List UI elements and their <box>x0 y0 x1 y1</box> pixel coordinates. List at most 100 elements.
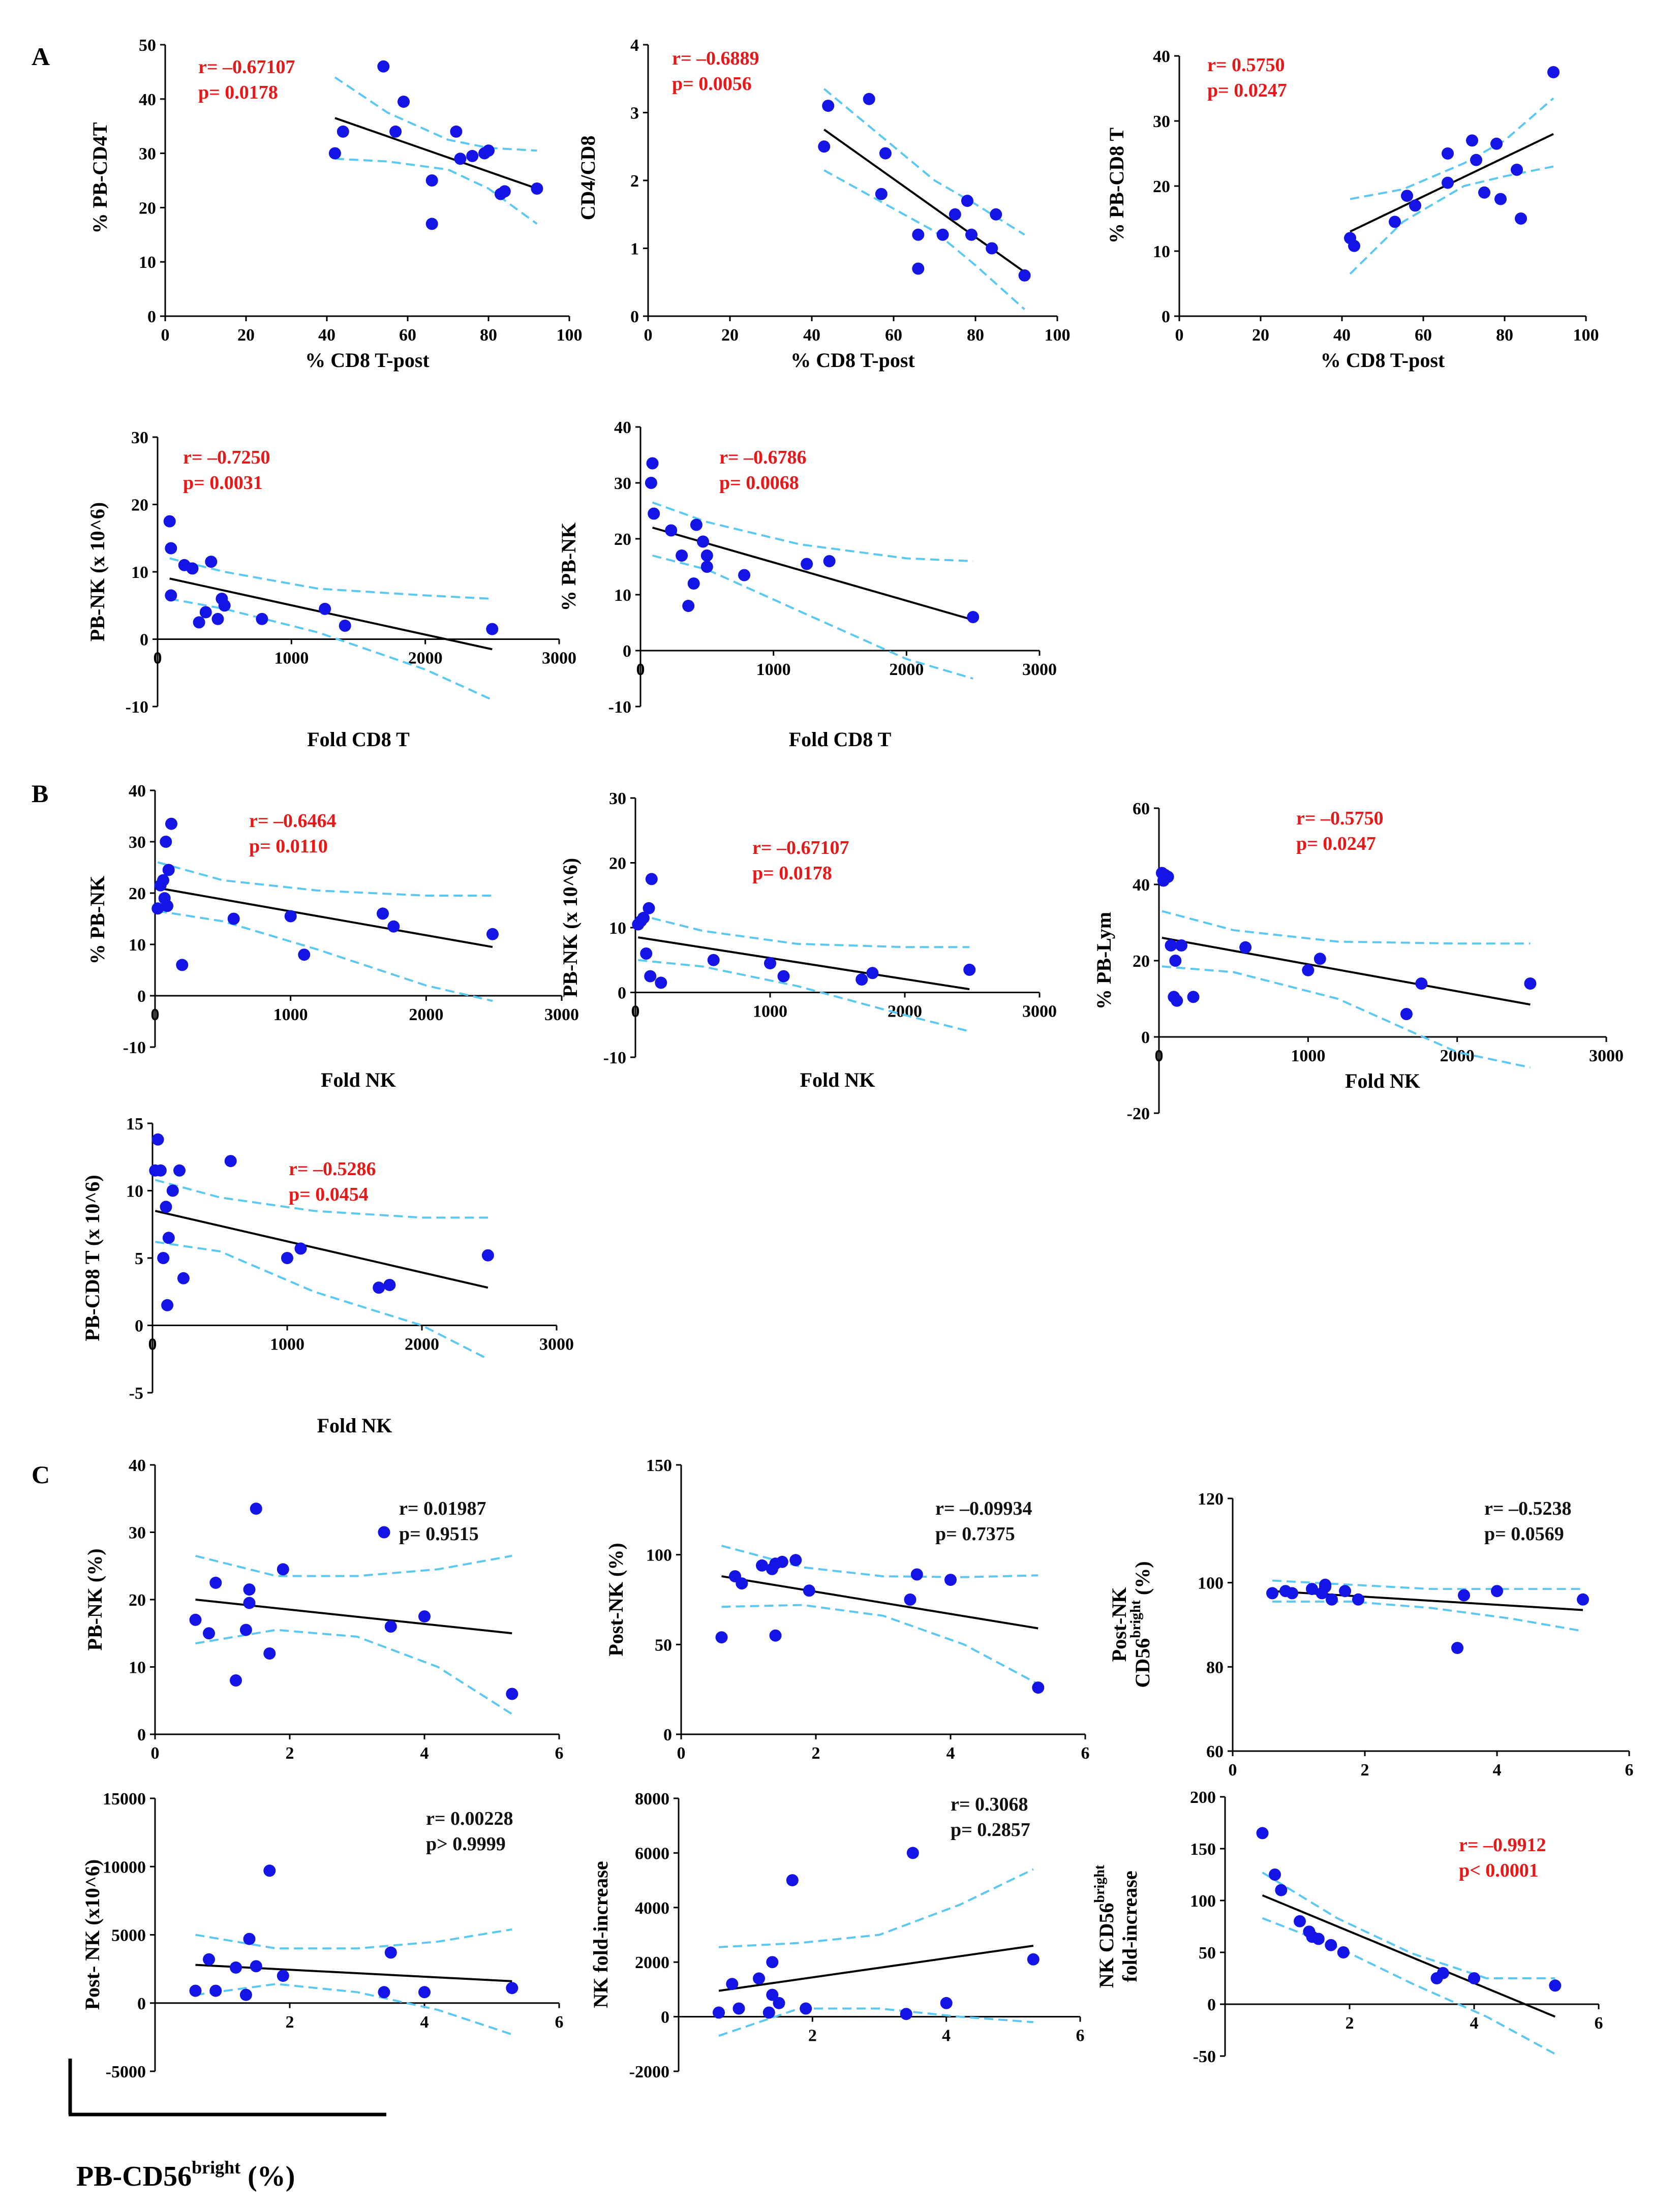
data-point <box>967 611 980 623</box>
stat-r: r= 0.5750 <box>1207 54 1285 76</box>
y-tick-label: 2000 <box>635 1953 669 1972</box>
x-tick-label: 6 <box>1595 2014 1603 2033</box>
y-tick-label: 30 <box>609 789 626 808</box>
y-tick-label: -5000 <box>106 2063 146 2081</box>
y-axis-label: % PB-CD4T <box>88 122 111 233</box>
data-point <box>1325 1939 1337 1951</box>
data-point <box>377 60 390 73</box>
x-axis-label: Fold NK <box>1345 1069 1420 1092</box>
y-tick-label: 0 <box>630 308 639 326</box>
chart-c5: -2000 0 2000 4000 6000 8000 2 4 6 r= 0.3068 p= 0.2… <box>589 1790 1085 2081</box>
x-tick-label: 0 <box>154 649 162 668</box>
y-tick-label: 20 <box>1153 177 1170 196</box>
data-point <box>1275 1884 1288 1896</box>
x-tick-label: 0 <box>631 1002 640 1021</box>
y-tick-label: 10 <box>126 1182 143 1201</box>
y-tick-label: 30 <box>129 833 146 852</box>
y-tick-label: 60 <box>1206 1742 1224 1761</box>
y-axis-label-line2: fold-increase <box>1118 1871 1141 1982</box>
x-axis-label: % CD8 T-post <box>1321 349 1445 372</box>
data-point <box>756 1559 768 1572</box>
stat-p: p< 0.0001 <box>1459 1860 1539 1881</box>
x-tick-label: 80 <box>480 326 497 345</box>
data-point <box>398 96 410 108</box>
ci-upper-band <box>718 1868 1034 1948</box>
x-tick-label: 4 <box>1493 1761 1502 1780</box>
ci-lower-band <box>718 2007 1033 2037</box>
y-tick-label: 20 <box>129 1591 146 1610</box>
data-point <box>875 188 888 200</box>
data-point <box>154 1164 167 1177</box>
stat-r: r= –0.9912 <box>1459 1834 1546 1856</box>
data-point <box>263 1647 276 1660</box>
data-point <box>1348 239 1360 252</box>
y-axis-label: Post-NK (%) <box>604 1543 627 1656</box>
y-axis-label: % PB-NK <box>557 523 580 611</box>
data-point <box>961 195 973 207</box>
y-tick-label: 8000 <box>635 1790 669 1809</box>
data-point <box>715 1631 728 1644</box>
data-point <box>1319 1578 1331 1591</box>
y-axis-label: PB-NK (%) <box>83 1548 106 1650</box>
data-point <box>648 507 660 520</box>
x-tick-label: 2 <box>808 2027 817 2045</box>
ci-upper-band <box>721 1545 1038 1578</box>
data-point <box>389 125 402 138</box>
x-tick-label: 0 <box>151 1005 160 1024</box>
chart-c2: 0 50 100 150 0 2 4 6 r= –0.09934 p= 0.7375 Post-NK… <box>604 1456 1090 1763</box>
ci-upper-band <box>155 1179 488 1219</box>
y-axis-label-text: Post-NK (%) <box>604 1543 627 1656</box>
data-point <box>963 963 976 976</box>
data-point <box>786 1874 799 1887</box>
stat-r: r= 0.3068 <box>951 1794 1028 1815</box>
ci-upper-band <box>1162 910 1531 945</box>
x-tick-label: 6 <box>555 2013 564 2032</box>
data-point <box>665 524 678 537</box>
x-tick-label: 20 <box>237 326 255 345</box>
y-tick-label: 5000 <box>111 1926 146 1945</box>
regression-line <box>334 117 538 190</box>
x-tick-label: 0 <box>161 326 170 345</box>
y-axis-label-text: PB-NK (%) <box>83 1548 106 1650</box>
x-tick-label: 3000 <box>1589 1047 1624 1065</box>
stat-r: r= –0.6889 <box>672 48 759 69</box>
ci-upper-band <box>169 557 493 600</box>
data-point <box>383 1279 396 1291</box>
data-point <box>646 457 659 470</box>
x-tick-label: 0 <box>151 1744 160 1763</box>
data-point <box>243 1597 256 1609</box>
data-point <box>193 616 205 629</box>
data-point <box>209 1576 222 1589</box>
data-point <box>700 561 713 573</box>
ci-upper-band <box>1272 1579 1583 1590</box>
y-tick-label: 0 <box>147 308 156 326</box>
data-point <box>384 1946 397 1959</box>
data-point <box>161 1299 174 1311</box>
panel-label-a: A <box>32 42 50 71</box>
data-point <box>177 1272 190 1284</box>
data-point <box>211 612 224 625</box>
x-tick-label: 0 <box>1175 326 1184 345</box>
data-point <box>713 2006 725 2019</box>
y-tick-label: -5 <box>129 1384 143 1403</box>
y-tick-label: 20 <box>131 496 148 515</box>
x-axis-label: Fold CD8 T <box>789 728 892 751</box>
data-point <box>418 1610 431 1623</box>
data-point <box>224 1155 237 1168</box>
x-axis-label: Fold NK <box>321 1068 396 1091</box>
ci-lower-band <box>169 598 493 701</box>
x-tick-label: 40 <box>318 326 335 345</box>
data-point <box>1352 1593 1364 1606</box>
data-point <box>1389 216 1401 228</box>
data-point <box>506 1688 518 1700</box>
x-tick-label: 2000 <box>405 1335 439 1354</box>
data-point <box>1490 137 1503 150</box>
data-point <box>803 1584 815 1597</box>
y-axis-label-text: % PB-CD4T <box>88 122 111 233</box>
y-tick-label: 30 <box>614 474 631 493</box>
y-tick-label: 0 <box>663 1726 672 1744</box>
data-point <box>738 569 751 581</box>
data-point <box>766 1988 779 2001</box>
stat-r: r= –0.09934 <box>935 1498 1032 1519</box>
